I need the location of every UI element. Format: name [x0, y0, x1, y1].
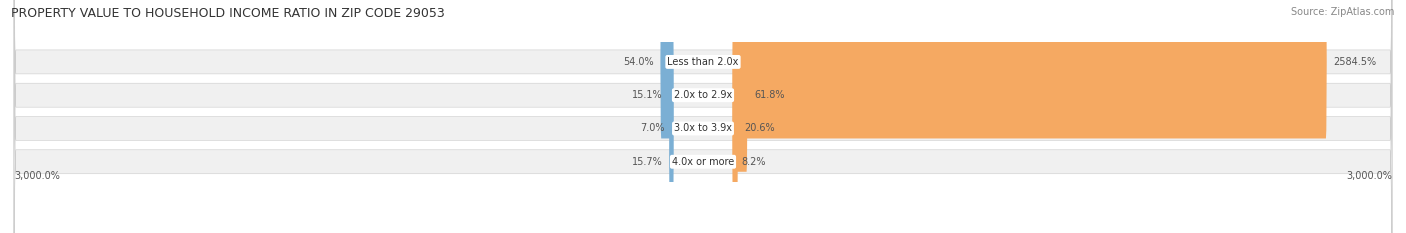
Text: 15.7%: 15.7% — [631, 157, 662, 167]
FancyBboxPatch shape — [14, 0, 1392, 233]
FancyBboxPatch shape — [733, 19, 748, 172]
Text: 20.6%: 20.6% — [744, 123, 775, 134]
Text: PROPERTY VALUE TO HOUSEHOLD INCOME RATIO IN ZIP CODE 29053: PROPERTY VALUE TO HOUSEHOLD INCOME RATIO… — [11, 7, 444, 20]
FancyBboxPatch shape — [671, 52, 673, 205]
Text: 3.0x to 3.9x: 3.0x to 3.9x — [673, 123, 733, 134]
FancyBboxPatch shape — [14, 0, 1392, 233]
FancyBboxPatch shape — [733, 0, 1327, 138]
Text: 8.2%: 8.2% — [741, 157, 766, 167]
FancyBboxPatch shape — [661, 0, 673, 138]
Text: 3,000.0%: 3,000.0% — [1346, 171, 1392, 181]
FancyBboxPatch shape — [733, 85, 735, 233]
Text: 54.0%: 54.0% — [623, 57, 654, 67]
FancyBboxPatch shape — [14, 0, 1392, 233]
FancyBboxPatch shape — [669, 19, 673, 172]
Text: 61.8%: 61.8% — [754, 90, 785, 100]
Text: Source: ZipAtlas.com: Source: ZipAtlas.com — [1291, 7, 1395, 17]
Text: 15.1%: 15.1% — [633, 90, 662, 100]
Text: 4.0x or more: 4.0x or more — [672, 157, 734, 167]
Text: 2584.5%: 2584.5% — [1333, 57, 1376, 67]
Text: 2.0x to 2.9x: 2.0x to 2.9x — [673, 90, 733, 100]
FancyBboxPatch shape — [733, 52, 738, 205]
FancyBboxPatch shape — [14, 0, 1392, 233]
FancyBboxPatch shape — [669, 85, 673, 233]
Text: 7.0%: 7.0% — [640, 123, 665, 134]
Text: 3,000.0%: 3,000.0% — [14, 171, 60, 181]
Text: Less than 2.0x: Less than 2.0x — [668, 57, 738, 67]
